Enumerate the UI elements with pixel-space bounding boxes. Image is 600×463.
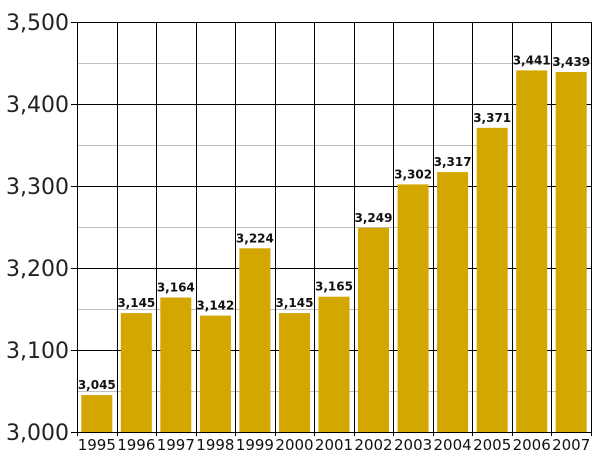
data-label: 3,165 <box>315 280 353 294</box>
data-label: 3,142 <box>196 299 234 313</box>
data-label: 3,145 <box>117 296 155 310</box>
bar <box>516 70 548 433</box>
x-tick-label: 1996 <box>117 436 155 454</box>
bar <box>239 248 271 432</box>
y-axis: 3,000 3,100 3,200 3,300 3,400 3,500 <box>6 11 69 446</box>
bar <box>160 297 192 432</box>
grid <box>71 22 592 436</box>
y-tick-label: 3,100 <box>6 339 69 364</box>
bar <box>555 72 587 432</box>
y-tick-label: 3,500 <box>6 11 69 36</box>
x-axis: 1995 1996 1997 1998 1999 2000 2001 2002 2003 2004… <box>78 436 591 454</box>
data-labels: 3,0453,1453,1643,1423,2243,1453,1653,249… <box>78 53 590 392</box>
bar <box>199 315 231 432</box>
bar <box>81 395 113 432</box>
x-tick-label: 2002 <box>354 436 392 454</box>
bar <box>476 127 508 433</box>
bar <box>397 184 429 432</box>
y-tick-label: 3,400 <box>6 93 69 118</box>
x-tick-label: 1995 <box>78 436 116 454</box>
data-label: 3,439 <box>552 55 590 69</box>
data-label: 3,045 <box>78 378 116 392</box>
x-tick-label: 2003 <box>394 436 432 454</box>
data-label: 3,441 <box>513 53 551 67</box>
x-tick-label: 1998 <box>196 436 234 454</box>
bar <box>437 172 469 432</box>
bar <box>120 313 152 432</box>
y-tick-label: 3,300 <box>6 175 69 200</box>
x-tick-label: 2007 <box>552 436 590 454</box>
x-tick-label: 2005 <box>473 436 511 454</box>
data-label: 3,371 <box>473 111 511 125</box>
x-tick-label: 2000 <box>275 436 313 454</box>
x-tick-label: 2004 <box>434 436 472 454</box>
y-tick-label: 3,000 <box>6 421 69 446</box>
data-label: 3,249 <box>355 211 393 225</box>
x-tick-label: 1999 <box>236 436 274 454</box>
bar <box>279 313 310 432</box>
data-label: 3,317 <box>434 155 472 169</box>
bars <box>81 70 587 433</box>
data-label: 3,302 <box>394 167 432 181</box>
bar <box>318 296 350 432</box>
y-tick-label: 3,200 <box>6 257 69 282</box>
x-tick-label: 1997 <box>157 436 195 454</box>
data-label: 3,164 <box>157 281 195 295</box>
data-label: 3,145 <box>276 296 314 310</box>
x-tick-label: 2001 <box>315 436 353 454</box>
data-label: 3,224 <box>236 231 274 245</box>
bar <box>358 227 389 432</box>
x-tick-label: 2006 <box>513 436 551 454</box>
